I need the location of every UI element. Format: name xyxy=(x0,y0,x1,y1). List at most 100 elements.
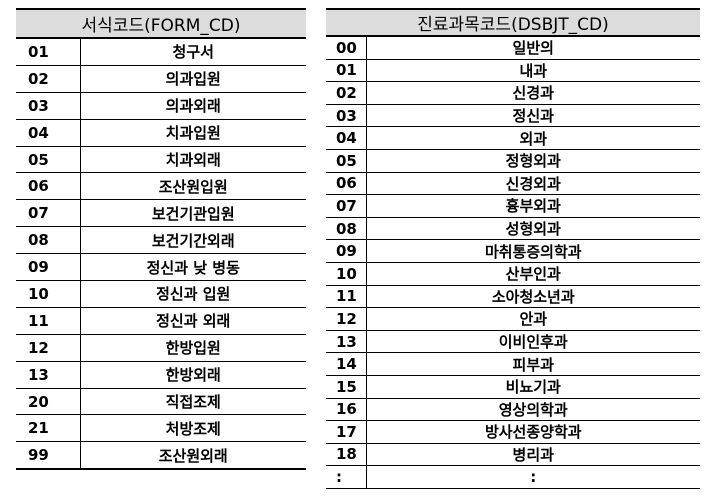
department-code-name-cell: 정형외과 xyxy=(366,149,700,173)
department-code-code-cell: 13 xyxy=(326,330,367,354)
form-code-name-cell: 한방외래 xyxy=(80,361,306,389)
department-code-code-cell: 10 xyxy=(326,262,367,286)
department-code-name-cell: 외과 xyxy=(366,126,700,150)
form-code-row: 01 청구서 xyxy=(16,38,306,66)
form-code-name-cell: 치과입원 xyxy=(80,119,306,147)
form-code-row: 02 의과입원 xyxy=(16,65,306,93)
form-code-name-cell: 조산원외래 xyxy=(80,441,306,471)
department-code-code-cell: 05 xyxy=(326,149,367,173)
department-code-code-cell: 17 xyxy=(326,420,367,444)
form-code-code-cell: 07 xyxy=(16,199,81,228)
form-code-code-cell: 99 xyxy=(16,441,81,471)
form-code-code-cell: 06 xyxy=(16,172,81,201)
form-code-code-cell: 10 xyxy=(16,280,81,308)
form-code-code-cell: 20 xyxy=(16,388,81,416)
form-code-code-cell: 03 xyxy=(16,92,81,120)
form-code-code-cell: 21 xyxy=(16,414,81,443)
department-code-code-cell: 12 xyxy=(326,307,367,331)
department-code-name-cell: 성형외과 xyxy=(366,217,700,241)
department-code-code-cell: 16 xyxy=(326,398,367,422)
department-code-row: 12 안과 xyxy=(326,307,700,331)
department-code-row: :: xyxy=(326,465,700,489)
department-code-table-title: 진료과목코드(DSBJT_CD) xyxy=(326,8,700,37)
form-code-name-cell: 의과외래 xyxy=(80,92,306,120)
department-code-row: 17 방사선종양학과 xyxy=(326,420,700,444)
form-code-row: 11 정신과 외래 xyxy=(16,307,306,335)
department-code-code-cell: 01 xyxy=(326,59,367,83)
department-code-code-cell: 08 xyxy=(326,217,367,241)
form-code-code-cell: 12 xyxy=(16,334,81,362)
department-code-name-cell: 비뇨기과 xyxy=(366,375,700,399)
form-code-name-cell: 정신과 외래 xyxy=(80,307,306,335)
department-code-name-cell: 이비인후과 xyxy=(366,330,700,354)
department-code-code-cell: 18 xyxy=(326,443,367,467)
form-code-name-cell: 직접조제 xyxy=(80,388,306,416)
department-code-name-cell: 병리과 xyxy=(366,443,700,467)
department-code-code-cell: 07 xyxy=(326,194,367,218)
form-code-name-cell: 정신과 입원 xyxy=(80,280,306,308)
form-code-name-cell: 의과입원 xyxy=(80,65,306,93)
department-code-table: 진료과목코드(DSBJT_CD) 00 일반의 01 내과 02 신경과 03 정신과 04 외과… xyxy=(326,8,700,489)
department-code-code-cell: 04 xyxy=(326,126,367,150)
form-code-code-cell: 11 xyxy=(16,307,81,335)
department-code-code-cell: 02 xyxy=(326,81,367,105)
form-code-name-cell: 치과외래 xyxy=(80,146,306,174)
department-code-row: 03 정신과 xyxy=(326,104,700,128)
department-code-row: 11 소아청소년과 xyxy=(326,285,700,309)
department-code-row: 05 정형외과 xyxy=(326,149,700,173)
form-code-code-cell: 02 xyxy=(16,65,81,93)
form-code-row: 99 조산원외래 xyxy=(16,441,306,471)
department-code-code-cell: 00 xyxy=(326,36,367,60)
department-code-row: 01 내과 xyxy=(326,59,700,83)
form-code-table-title: 서식코드(FORM_CD) xyxy=(16,8,306,39)
department-code-row: 15 비뇨기과 xyxy=(326,375,700,399)
department-code-code-cell: 11 xyxy=(326,285,367,309)
department-code-name-cell: 피부과 xyxy=(366,352,700,376)
department-code-name-cell: 일반의 xyxy=(366,36,700,60)
form-code-row: 21 처방조제 xyxy=(16,414,306,443)
form-code-row: 13 한방외래 xyxy=(16,361,306,389)
form-code-code-cell: 08 xyxy=(16,226,81,255)
department-code-name-cell: : xyxy=(366,465,700,489)
department-code-name-cell: 산부인과 xyxy=(366,262,700,286)
form-code-row: 06 조산원입원 xyxy=(16,172,306,201)
department-code-row: 00 일반의 xyxy=(326,36,700,60)
department-code-code-cell: 09 xyxy=(326,239,367,263)
department-code-name-cell: 흉부외과 xyxy=(366,194,700,218)
department-code-name-cell: 내과 xyxy=(366,59,700,83)
department-code-name-cell: 신경과 xyxy=(366,81,700,105)
department-code-row: 09 마취통증의학과 xyxy=(326,239,700,263)
form-code-code-cell: 05 xyxy=(16,146,81,174)
department-code-row: 16 영상의학과 xyxy=(326,398,700,422)
form-code-code-cell: 09 xyxy=(16,253,81,282)
department-code-row: 04 외과 xyxy=(326,126,700,150)
department-code-row: 07 흉부외과 xyxy=(326,194,700,218)
form-code-code-cell: 01 xyxy=(16,38,81,66)
form-code-row: 03 의과외래 xyxy=(16,92,306,120)
form-code-row: 08 보건기간외래 xyxy=(16,226,306,255)
form-code-name-cell: 처방조제 xyxy=(80,414,306,443)
department-code-row: 02 신경과 xyxy=(326,81,700,105)
department-code-row: 13 이비인후과 xyxy=(326,330,700,354)
form-code-code-cell: 13 xyxy=(16,361,81,389)
form-code-row: 20 직접조제 xyxy=(16,388,306,416)
form-code-name-cell: 청구서 xyxy=(80,38,306,66)
department-code-name-cell: 신경외과 xyxy=(366,172,700,196)
form-code-row: 09 정신과 낮 병동 xyxy=(16,253,306,282)
department-code-name-cell: 방사선종양학과 xyxy=(366,420,700,444)
department-code-name-cell: 안과 xyxy=(366,307,700,331)
department-code-name-cell: 소아청소년과 xyxy=(366,285,700,309)
form-code-name-cell: 보건기관입원 xyxy=(80,199,306,228)
department-code-row: 06 신경외과 xyxy=(326,172,700,196)
department-code-code-cell: 06 xyxy=(326,172,367,196)
form-code-row: 07 보건기관입원 xyxy=(16,199,306,228)
department-code-code-cell: 03 xyxy=(326,104,367,128)
department-code-row: 14 피부과 xyxy=(326,352,700,376)
department-code-row: 10 산부인과 xyxy=(326,262,700,286)
form-code-name-cell: 보건기간외래 xyxy=(80,226,306,255)
department-code-code-cell: 15 xyxy=(326,375,367,399)
department-code-name-cell: 영상의학과 xyxy=(366,398,700,422)
form-code-name-cell: 정신과 낮 병동 xyxy=(80,253,306,282)
department-code-code-cell: 14 xyxy=(326,352,367,376)
department-code-code-cell: : xyxy=(326,465,367,489)
